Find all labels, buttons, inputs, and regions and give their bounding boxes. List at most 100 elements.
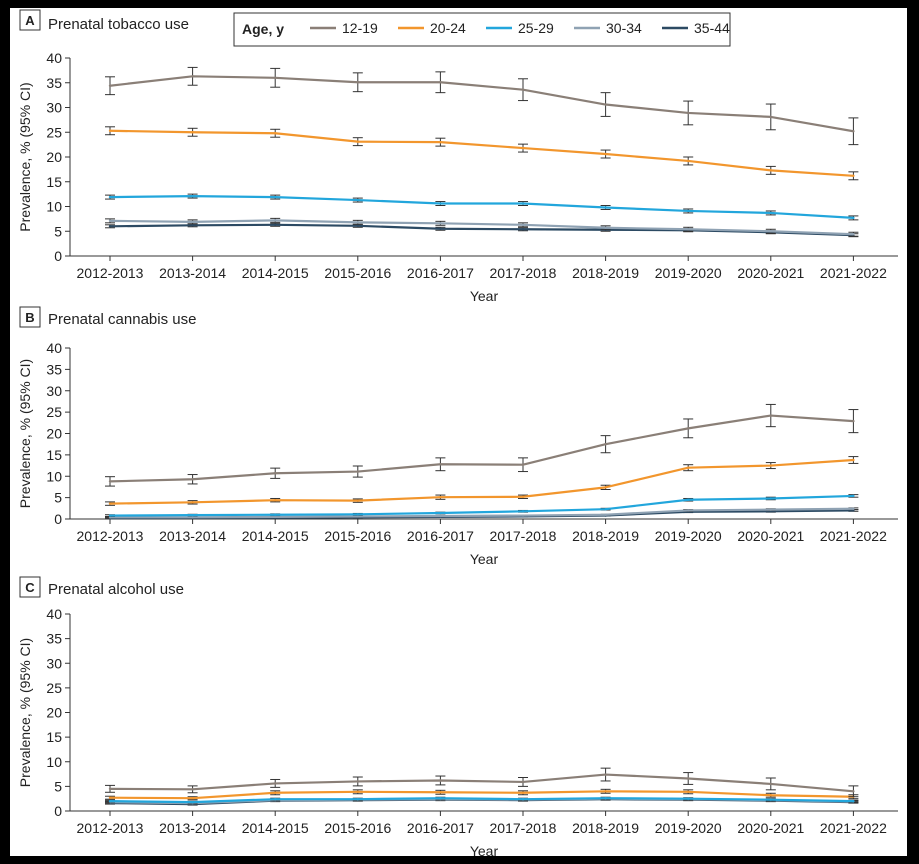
x-tick-label: 2018-2019 (572, 265, 639, 281)
data-point (439, 796, 442, 800)
y-tick-label: 0 (54, 803, 62, 819)
panel-letter-box (19, 9, 41, 31)
data-point (604, 486, 607, 489)
data-point (274, 797, 277, 801)
data-point (356, 198, 359, 202)
data-point (687, 228, 690, 231)
data-point (108, 225, 112, 228)
data-point (356, 780, 359, 783)
x-tick-label: 2015-2016 (324, 820, 391, 836)
data-point (604, 507, 607, 511)
y-tick-label: 15 (46, 447, 62, 463)
data-point (108, 84, 112, 87)
data-point (852, 799, 855, 803)
data-point (274, 219, 277, 222)
data-point (687, 209, 690, 213)
x-tick-label: 2018-2019 (572, 528, 639, 544)
series-line (109, 414, 854, 483)
series-25-29 (105, 796, 859, 804)
data-point (852, 494, 855, 498)
data-point (604, 773, 607, 776)
data-point (521, 228, 525, 231)
data-point (439, 81, 442, 84)
series-25-29 (105, 494, 859, 517)
data-point (191, 194, 194, 198)
x-tick-label: 2016-2017 (407, 265, 474, 281)
data-point (769, 798, 772, 801)
data-point (191, 75, 194, 78)
data-point (687, 509, 690, 512)
data-point (769, 497, 772, 500)
y-tick-label: 30 (46, 655, 62, 671)
y-tick-label: 35 (46, 361, 62, 377)
x-tick-label: 2013-2014 (159, 265, 226, 281)
data-point (108, 502, 112, 505)
data-point (687, 777, 690, 780)
data-point (439, 202, 442, 205)
y-tick-label: 35 (46, 75, 62, 91)
data-point (274, 223, 277, 227)
y-axis-label: Prevalence, % (95% CI) (17, 359, 33, 508)
data-point (356, 224, 359, 228)
y-axis-label: Prevalence, % (95% CI) (17, 638, 33, 787)
x-tick-label: 2016-2017 (407, 528, 474, 544)
figure-svg: Age, y 12-19 20-24 25-29 30-34 35-44 A Prenat… (17, 9, 898, 859)
x-tick-label: 2017-2018 (490, 528, 557, 544)
data-point (439, 140, 442, 144)
x-axis-label: Year (470, 288, 499, 304)
x-tick-label: 2015-2016 (324, 528, 391, 544)
data-point (604, 442, 607, 446)
data-point (108, 480, 112, 483)
panel-B: B Prenatal cannabis use 0 5 10 15 20 25 30 35 40 20… (17, 306, 898, 567)
legend-title: Age, y (242, 21, 284, 37)
data-point (769, 230, 772, 233)
series-line (109, 790, 854, 800)
data-point (521, 780, 525, 784)
data-point (521, 202, 525, 205)
data-point (769, 211, 772, 215)
data-point (191, 501, 194, 504)
panel-letter: C (25, 580, 35, 595)
data-point (687, 466, 690, 469)
data-point (604, 226, 607, 229)
y-tick-label: 0 (54, 511, 62, 527)
data-point (521, 223, 525, 227)
data-point (852, 790, 855, 793)
series-line (110, 507, 854, 519)
data-point (604, 103, 607, 106)
data-point (274, 498, 277, 502)
data-point (687, 790, 690, 793)
data-point (191, 516, 194, 519)
data-point (274, 472, 277, 475)
x-tick-label: 2013-2014 (159, 528, 226, 544)
data-point (604, 513, 607, 516)
data-point (108, 514, 112, 517)
data-point (521, 791, 525, 794)
y-tick-label: 30 (46, 100, 62, 116)
x-tick-label: 2021-2022 (820, 265, 887, 281)
data-point (274, 515, 277, 519)
y-axis-label: Prevalence, % (95% CI) (17, 82, 33, 231)
series-line (109, 458, 854, 505)
x-tick-label: 2021-2022 (820, 528, 887, 544)
y-tick-label: 40 (46, 606, 62, 622)
legend-label-35-44: 35-44 (694, 20, 730, 36)
panel-title: Prenatal alcohol use (48, 581, 184, 598)
data-point (274, 132, 277, 135)
y-tick-label: 20 (46, 705, 62, 721)
data-point (439, 222, 442, 225)
panel-A: A Prenatal tobacco use 0 5 10 15 20 25 30 35 40 201… (17, 9, 898, 304)
x-axis-label: Year (470, 843, 499, 856)
data-point (191, 788, 194, 791)
data-point (191, 513, 194, 517)
series-25-29 (105, 193, 859, 221)
data-point (356, 513, 359, 516)
x-tick-label: 2013-2014 (159, 820, 226, 836)
y-tick-label: 25 (46, 680, 62, 696)
y-tick-label: 35 (46, 631, 62, 647)
series-30-34 (105, 507, 859, 519)
x-tick-label: 2020-2021 (737, 820, 804, 836)
series-line (109, 773, 854, 793)
y-tick-label: 5 (54, 778, 62, 794)
series-12-19 (105, 403, 859, 487)
